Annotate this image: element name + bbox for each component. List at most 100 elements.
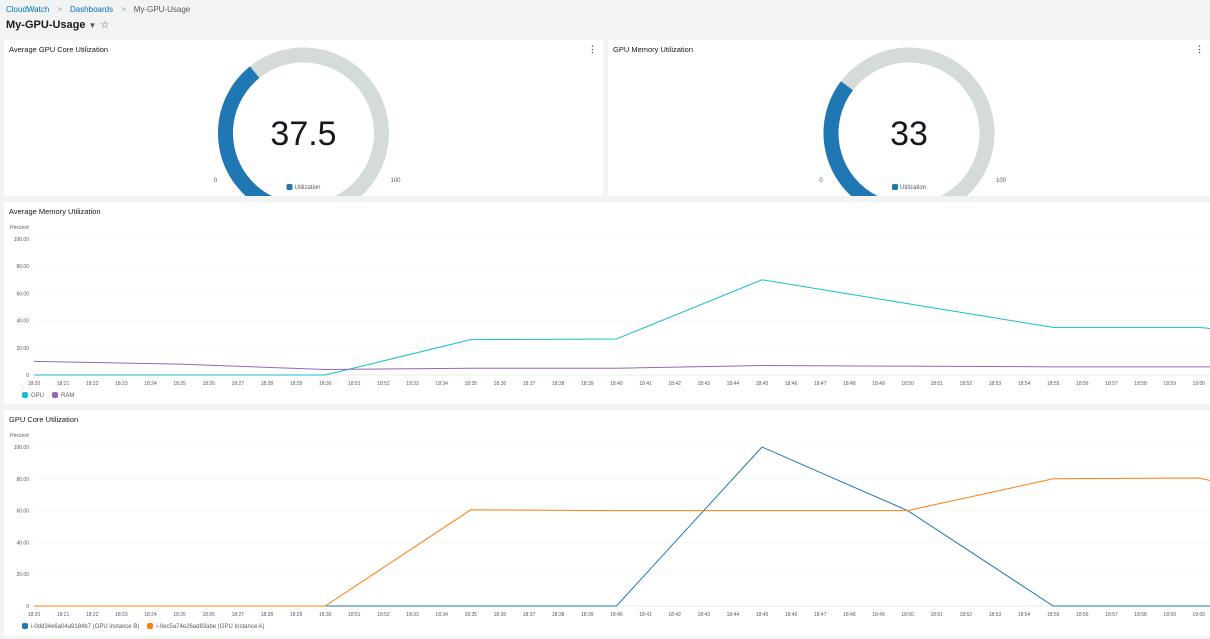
x-tick-label: 18:51 [348,612,361,618]
more-options-icon[interactable]: ⋮ [588,44,597,54]
breadcrumb: CloudWatch > Dashboards > My-GPU-Usage [6,5,190,14]
favorite-star-icon[interactable]: ☆ [100,20,110,31]
dashboard-dropdown-icon[interactable]: ▼ [88,21,97,30]
x-tick-label: 18:26 [202,381,215,387]
gauge-fill [218,66,273,196]
legend-item-instance-b[interactable]: i-0dd34e6a04a9184b7 (GPU instance B) [22,623,139,630]
x-tick-label: 18:28 [261,612,274,618]
panel-title: Average Memory Utilization [9,207,101,216]
x-tick-label: 18:39 [581,612,594,618]
x-tick-label: 18:57 [1105,381,1118,387]
x-tick-label: 18:27 [232,612,245,618]
x-tick-label: 18:56 [1076,612,1089,618]
gauge-legend: Utilization [900,185,926,191]
y-tick-label: 60.00 [16,509,29,515]
x-tick-label: 18:58 [1134,381,1147,387]
x-tick-label: 18:30 [319,612,332,618]
x-tick-label: 18:27 [232,381,245,387]
legend-swatch [892,184,898,190]
x-tick-label: 18:36 [494,381,507,387]
x-tick-label: 18:40 [610,381,623,387]
x-tick-label: 18:56 [1076,381,1089,387]
panel-title: GPU Memory Utilization [613,45,694,54]
x-tick-label: 18:34 [435,612,448,618]
x-tick-label: 18:44 [727,612,740,618]
breadcrumb-cloudwatch[interactable]: CloudWatch [6,5,50,14]
x-tick-label: 18:59 [1163,381,1176,387]
x-tick-label: 18:54 [1018,381,1031,387]
x-tick-label: 18:35 [465,612,478,618]
x-tick-label: 18:46 [785,612,798,618]
x-tick-label: 19:00 [1193,612,1206,618]
gauge-value: 33 [890,115,928,153]
x-tick-label: 18:53 [989,381,1002,387]
y-tick-label: 100.00 [14,237,30,243]
legend-swatch [286,184,293,190]
gauge-panel-gpu-core: Average GPU Core Utilization ⋮ 37.5 0 100 U… [4,40,603,196]
x-tick-label: 18:25 [173,612,186,618]
y-tick-label: 100.00 [14,445,30,451]
x-tick-label: 18:39 [581,381,594,387]
gauge-max-label: 100 [996,178,1007,184]
x-tick-label: 18:22 [86,612,99,618]
x-tick-label: 18:49 [872,381,885,387]
breadcrumb-dashboards[interactable]: Dashboards [69,5,114,14]
series-line-1 [33,360,1210,371]
x-tick-label: 18:29 [290,381,303,387]
x-tick-label: 18:24 [144,381,157,387]
x-tick-label: 18:44 [727,381,740,387]
x-tick-label: 18:58 [1134,612,1147,618]
x-tick-label: 18:47 [814,612,827,618]
series-line-0 [34,446,1210,607]
dashboard-name: My-GPU-Usage [6,19,86,31]
x-tick-label: 18:54 [1018,612,1031,618]
x-tick-label: 18:47 [814,381,827,387]
y-tick-label: 0 [26,604,29,610]
x-tick-label: 18:22 [86,381,99,387]
x-tick-label: 18:57 [1105,612,1118,618]
x-tick-label: 18:50 [901,381,914,387]
x-tick-label: 18:30 [319,381,332,387]
x-tick-label: 18:40 [610,612,623,618]
panel-title: Average GPU Core Utilization [9,45,109,54]
legend-item-instance-a[interactable]: i-0ec5a74e26ad83abe (GPU Instance A) [147,623,265,630]
series-line-1 [34,477,1210,607]
y-tick-label: 80.00 [16,264,29,270]
x-tick-label: 18:23 [115,381,128,387]
y-tick-label: 20.00 [16,572,29,578]
legend-item-ram[interactable]: RAM [52,392,74,399]
chevron-right-icon: > [57,5,62,14]
x-tick-label: 18:20 [28,381,41,387]
x-tick-label: 18:52 [960,381,973,387]
legend-item-gpu[interactable]: GPU [22,392,44,399]
x-tick-label: 18:35 [465,381,478,387]
y-axis-label: Percent [10,225,29,231]
gauge-value: 37.5 [270,115,336,153]
x-tick-label: 19:00 [1193,381,1206,387]
x-tick-label: 18:43 [698,612,711,618]
x-tick-label: 18:59 [1163,612,1176,618]
y-tick-label: 20.00 [16,346,29,352]
x-tick-label: 18:45 [756,612,769,618]
x-tick-label: 18:49 [872,612,885,618]
x-tick-label: 18:42 [668,612,681,618]
x-tick-label: 18:21 [57,612,70,618]
y-axis-label: Percent [10,433,29,439]
more-options-icon[interactable]: ⋮ [1195,44,1204,54]
x-tick-label: 18:51 [930,612,943,618]
chart-panel-memory: Average Memory Utilization Percent 0 20.00… [4,202,1210,404]
x-tick-label: 18:33 [406,381,419,387]
x-tick-label: 18:25 [173,381,186,387]
x-tick-label: 18:52 [377,381,390,387]
x-tick-label: 18:38 [552,612,565,618]
y-tick-label: 0 [26,373,29,379]
x-tick-label: 18:55 [1047,381,1060,387]
x-tick-label: 18:55 [1047,612,1060,618]
chevron-right-icon: > [121,5,126,14]
x-tick-label: 18:48 [843,612,856,618]
x-tick-label: 18:23 [115,612,128,618]
x-tick-label: 18:41 [639,381,652,387]
chart-legend: i-0dd34e6a04a9184b7 (GPU instance B) i-0… [22,623,265,630]
dashboard-title: My-GPU-Usage ▼ ☆ [6,19,109,31]
x-tick-label: 18:36 [494,612,507,618]
